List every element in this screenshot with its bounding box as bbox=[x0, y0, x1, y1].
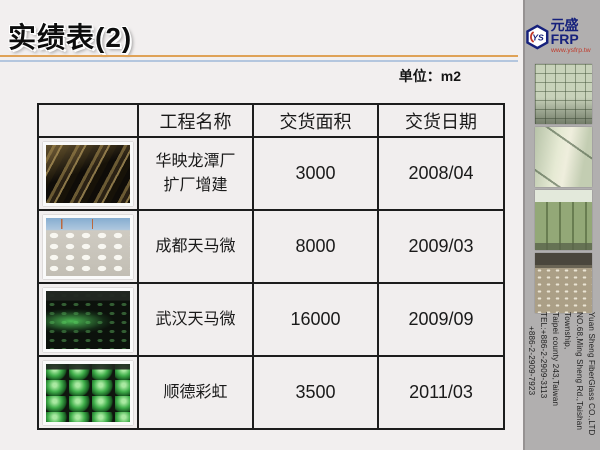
page-title: 实绩表(2) bbox=[8, 22, 133, 53]
header-delivery-area: 交货面积 bbox=[252, 103, 379, 138]
divider-orange-line bbox=[0, 55, 518, 57]
project-name-cell: 华映龙潭厂 扩厂增建 bbox=[137, 136, 254, 211]
delivery-date-cell: 2009/09 bbox=[377, 282, 505, 357]
project-name-cell: 成都天马微 bbox=[137, 209, 254, 284]
delivery-area-cell: 8000 bbox=[252, 209, 379, 284]
green-floor-photo bbox=[43, 287, 133, 352]
svg-text:YS: YS bbox=[532, 32, 544, 42]
waffle-ceiling-photo bbox=[535, 64, 592, 124]
table-row: 顺德彩虹 3500 2011/03 bbox=[37, 355, 505, 430]
divider-blue-line bbox=[0, 60, 518, 62]
ys-hexagon-icon: YS bbox=[526, 24, 549, 50]
project-name-cell: 顺德彩虹 bbox=[137, 355, 254, 430]
delivery-area-cell: 3500 bbox=[252, 355, 379, 430]
factory-floor-photo bbox=[535, 253, 592, 313]
address-line: TEL:+886-2-2909-3113 bbox=[539, 312, 548, 399]
company-logo: YS 元盛FRP www.ysfrp.tw bbox=[525, 0, 600, 56]
header-project-name: 工程名称 bbox=[137, 103, 254, 138]
delivery-area-cell: 3000 bbox=[252, 136, 379, 211]
factory-interior-photo bbox=[43, 141, 133, 206]
projects-table: 工程名称 交货面积 交货日期 华映龙潭厂 扩厂增建 3000 2008/04 成… bbox=[37, 103, 505, 430]
construction-site-photo bbox=[43, 214, 133, 279]
table-header-row: 工程名称 交货面积 交货日期 bbox=[37, 103, 505, 138]
brand-website: www.ysfrp.tw bbox=[550, 46, 591, 54]
table-row: 成都天马微 8000 2009/03 bbox=[37, 209, 505, 284]
header-delivery-date: 交货日期 bbox=[377, 103, 505, 138]
address-line: +886-2-2909-7923 bbox=[527, 326, 536, 396]
delivery-date-cell: 2011/03 bbox=[377, 355, 505, 430]
table-row: 华映龙潭厂 扩厂增建 3000 2008/04 bbox=[37, 136, 505, 211]
address-line: Taipei county 243,Taiwan bbox=[551, 312, 560, 407]
delivery-area-cell: 16000 bbox=[252, 282, 379, 357]
green-domes-photo bbox=[43, 360, 133, 425]
storage-tanks-photo bbox=[535, 190, 592, 250]
frp-tank-photo bbox=[535, 127, 592, 187]
header-photo bbox=[37, 103, 139, 138]
company-address: Yuan Sheng FiberGlass CO.,LTD NO.68,Ming… bbox=[525, 312, 597, 440]
project-name-cell: 武汉天马微 bbox=[137, 282, 254, 357]
title-divider bbox=[0, 55, 518, 62]
address-line: Yuan Sheng FiberGlass CO.,LTD bbox=[587, 312, 596, 436]
sidebar-photo-strip bbox=[525, 64, 600, 313]
address-line: NO.68,Ming Sheng Rd.,Taishan Township, bbox=[563, 312, 584, 431]
main-content: 实绩表(2) 单位：m2 工程名称 交货面积 交货日期 华映龙潭厂 扩厂增建 bbox=[0, 22, 518, 430]
sidebar: YS 元盛FRP www.ysfrp.tw Yuan Sheng FiberGl… bbox=[523, 0, 600, 450]
delivery-date-cell: 2009/03 bbox=[377, 209, 505, 284]
brand-name: 元盛FRP bbox=[550, 17, 579, 47]
unit-label: 单位：m2 bbox=[398, 68, 461, 84]
delivery-date-cell: 2008/04 bbox=[377, 136, 505, 211]
table-row: 武汉天马微 16000 2009/09 bbox=[37, 282, 505, 357]
